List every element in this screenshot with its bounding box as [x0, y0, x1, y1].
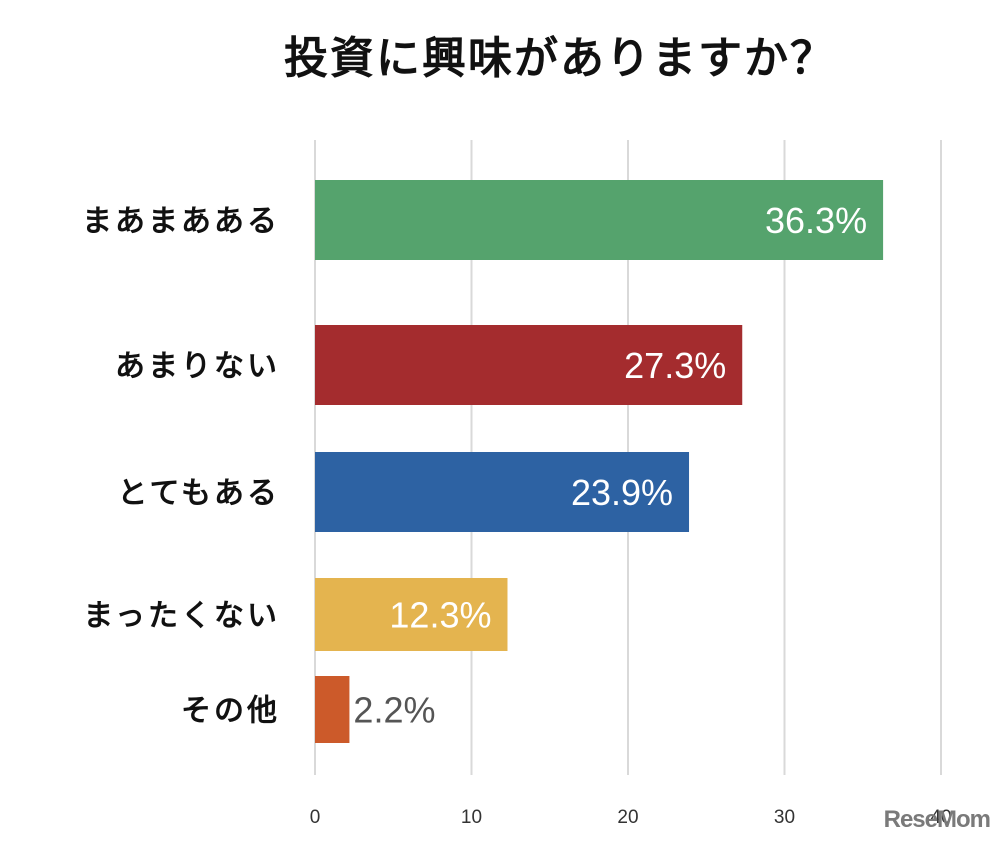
watermark-logo: ReseMom: [883, 806, 991, 833]
data-label: 2.2%: [353, 690, 435, 731]
bar: [315, 578, 508, 651]
bar: [315, 452, 690, 532]
x-tick-label: 20: [617, 807, 638, 828]
bar: [315, 676, 350, 743]
x-tick-label: 30: [774, 807, 795, 828]
category-label: まったくない: [83, 599, 280, 634]
x-tick-label: 40: [930, 807, 951, 828]
data-label: 27.3%: [624, 345, 726, 386]
chart-title: 投資に興味がありますか？: [284, 33, 836, 84]
x-tick-label: 10: [461, 807, 482, 828]
category-label: まあまあある: [82, 204, 280, 239]
x-tick-label: 0: [310, 807, 321, 828]
category-label: とてもある: [117, 476, 280, 511]
bar: [315, 180, 884, 260]
data-label: 12.3%: [389, 595, 491, 636]
category-label: あまりない: [115, 349, 280, 384]
category-label: その他: [181, 694, 280, 729]
bar: [315, 325, 743, 405]
data-label: 23.9%: [571, 472, 673, 513]
data-label: 36.3%: [765, 200, 867, 241]
